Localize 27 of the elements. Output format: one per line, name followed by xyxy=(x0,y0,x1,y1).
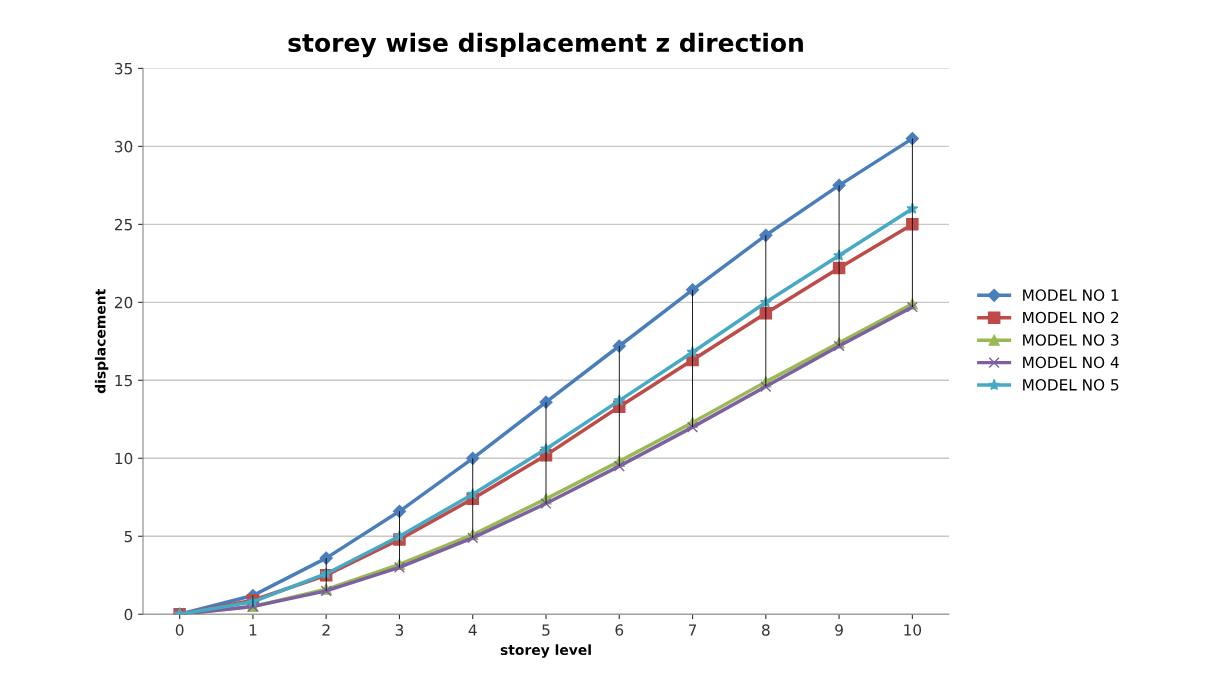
chart-title: storey wise displacement z direction xyxy=(288,32,803,58)
legend-label: MODEL NO 3 xyxy=(1023,334,1119,346)
y-tick-label: 20 xyxy=(114,296,133,309)
y-axis-title: displacement xyxy=(94,289,109,394)
x-tick-label: 7 xyxy=(688,624,697,636)
y-tick-label: 5 xyxy=(124,530,132,543)
x-tick-label: 10 xyxy=(904,624,922,636)
x-tick-label: 2 xyxy=(322,624,330,636)
x-tick-label: 8 xyxy=(761,624,770,636)
x-tick-label: 6 xyxy=(615,624,624,636)
legend-label: MODEL NO 5 xyxy=(1023,379,1119,391)
y-tick-label: 25 xyxy=(114,218,132,231)
x-tick-label: 3 xyxy=(395,624,404,636)
y-tick-label: 30 xyxy=(115,140,133,153)
legend-label: MODEL NO 2 xyxy=(1023,311,1119,324)
x-tick-label: 0 xyxy=(175,624,184,636)
x-tick-label: 9 xyxy=(835,624,843,636)
legend-label: MODEL NO 1 xyxy=(1023,289,1119,301)
y-tick-label: 10 xyxy=(115,452,133,465)
y-tick-label: 0 xyxy=(124,608,133,621)
x-tick-label: 5 xyxy=(542,624,550,636)
y-tick-label: 35 xyxy=(115,62,132,75)
y-tick-label: 15 xyxy=(115,374,132,387)
x-tick-label: 1 xyxy=(249,624,257,636)
legend-label: MODEL NO 4 xyxy=(1023,356,1119,369)
x-axis-title: storey level xyxy=(500,644,591,658)
x-tick-label: 4 xyxy=(468,624,477,636)
